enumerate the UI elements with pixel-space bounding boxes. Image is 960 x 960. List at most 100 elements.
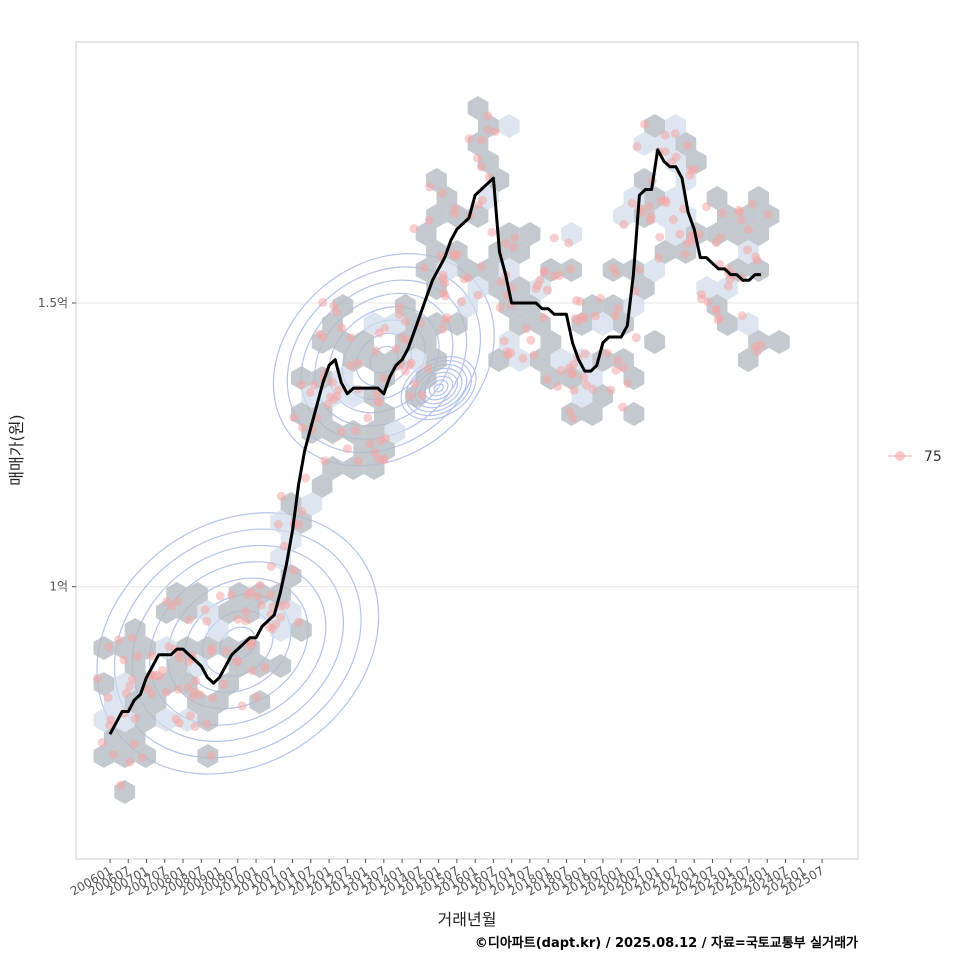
scatter-point — [591, 311, 600, 321]
scatter-point — [410, 379, 420, 389]
scatter-point — [575, 296, 585, 306]
scatter-point — [713, 315, 723, 325]
hexbin-cell — [187, 582, 208, 606]
scatter-point — [417, 390, 427, 400]
hexbin-cell — [613, 204, 634, 228]
scatter-point — [518, 353, 528, 363]
scatter-point — [260, 662, 270, 672]
scatter-point — [581, 380, 591, 390]
scatter-point — [568, 360, 578, 369]
scatter-point — [294, 617, 303, 627]
scatter-point — [702, 202, 712, 212]
scatter-point — [208, 693, 218, 703]
scatter-point — [332, 307, 342, 317]
hexbin-cell — [353, 330, 375, 354]
scatter-point — [670, 129, 680, 139]
scatter-point — [119, 655, 129, 665]
hexbin-cell — [103, 726, 125, 750]
scatter-point — [219, 679, 229, 689]
hexbin-cell — [93, 744, 115, 768]
plot-frame — [75, 41, 859, 860]
scatter-point — [473, 290, 483, 300]
scatter-point — [337, 323, 347, 333]
legend-label: 75 — [924, 449, 942, 465]
scatter-point — [233, 614, 243, 624]
hexbin-cell — [415, 330, 437, 354]
scatter-point — [252, 692, 262, 702]
scatter-point — [556, 366, 566, 376]
scatter-point — [463, 273, 473, 283]
scatter-point — [202, 616, 212, 626]
scatter-point — [207, 646, 216, 656]
hexbin-cell — [519, 222, 541, 246]
scatter-point — [346, 361, 356, 371]
hexbin-cell — [498, 114, 520, 138]
hexbin-cell — [301, 492, 323, 516]
scatter-point — [440, 291, 450, 301]
y-axis-title: 매매가(원) — [7, 414, 26, 485]
scatter-point — [92, 673, 102, 683]
scatter-point — [167, 601, 177, 611]
scatter-point — [743, 245, 753, 255]
scatter-point — [711, 305, 721, 315]
scatter-point — [425, 182, 435, 192]
scatter-point — [190, 722, 200, 731]
scatter-point — [215, 591, 225, 601]
hexbin-cell — [748, 222, 769, 246]
scatter-point — [108, 750, 118, 760]
hexbin-cell — [124, 654, 146, 678]
scatter-point — [496, 277, 506, 287]
hexbin-cell — [374, 402, 395, 426]
scatter-point — [655, 232, 665, 242]
scatter-point — [631, 333, 641, 343]
scatter-point — [300, 473, 310, 483]
scatter-point — [487, 227, 497, 237]
scatter-point — [374, 454, 384, 464]
scatter-point — [553, 381, 563, 391]
hexbin-cell — [270, 654, 291, 678]
scatter-point — [221, 646, 231, 656]
hexbin-cell — [322, 420, 343, 444]
scatter-point — [531, 284, 541, 293]
scatter-point — [128, 633, 138, 643]
scatter-point — [346, 333, 356, 343]
scatter-point — [510, 233, 520, 243]
scatter-point — [506, 348, 516, 358]
scatter-point — [289, 413, 299, 422]
scatter-point — [161, 687, 171, 697]
scatter-point — [253, 591, 262, 601]
scatter-point — [206, 751, 216, 761]
scatter-point — [129, 739, 139, 749]
plot-background — [76, 42, 858, 859]
scatter-point — [419, 263, 429, 273]
legend: 75 — [888, 449, 942, 465]
scatter-point — [343, 444, 352, 454]
hexbin-cell — [737, 348, 759, 372]
scatter-point — [353, 358, 362, 368]
scatter-point — [564, 238, 574, 248]
scatter-point — [568, 413, 578, 423]
scatter-point — [281, 600, 291, 610]
series-line — [108, 148, 762, 735]
scatter-point — [438, 324, 447, 334]
hexbin-cell — [467, 276, 489, 300]
scatter-point — [232, 656, 242, 666]
scatter-point — [380, 323, 390, 333]
scatter-point — [483, 111, 493, 121]
hexbin-cell — [415, 222, 437, 246]
scatter-point — [104, 642, 114, 652]
scatter-point — [318, 297, 328, 307]
scatter-point — [133, 651, 142, 661]
scatter-point — [116, 780, 126, 790]
hexbin-cell — [509, 276, 530, 300]
hexbin-cell — [228, 582, 250, 606]
scatter-point — [717, 208, 727, 218]
scatter-point — [539, 312, 548, 322]
scatter-point — [315, 329, 325, 339]
hexbin-cell — [135, 708, 156, 732]
scatter-point — [580, 349, 590, 359]
scatter-point — [391, 344, 401, 354]
hexbin-cell — [633, 276, 655, 300]
hexbin-cell — [166, 582, 188, 606]
hexbin-cell — [155, 708, 177, 732]
